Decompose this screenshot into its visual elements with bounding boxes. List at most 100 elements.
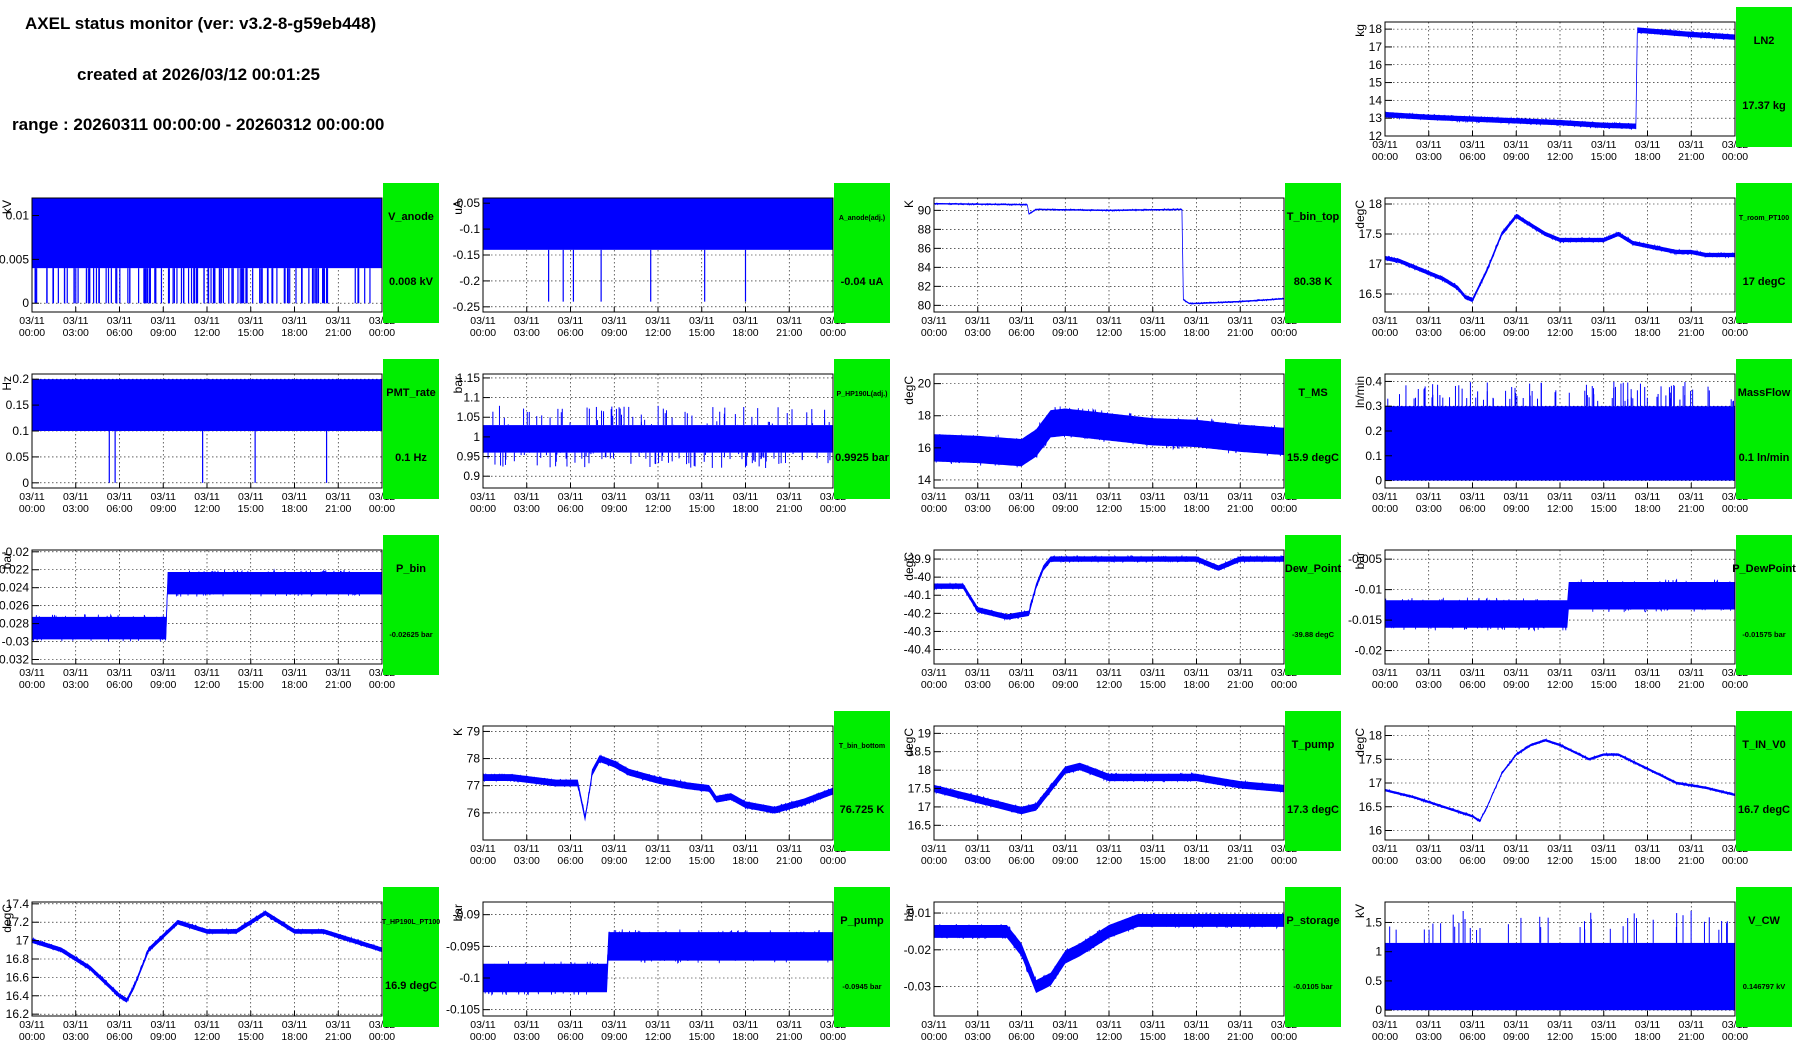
panel-v_anode: 00.0050.01kV03/1100:0003/1103:0003/1106:… — [0, 183, 439, 339]
x-tick-label: 03/11 — [602, 843, 628, 855]
y-tick-label: 79 — [467, 724, 481, 738]
x-tick-label: 03/11 — [282, 315, 308, 327]
y-axis-label: degC — [902, 552, 916, 581]
trace-p_hp190l — [483, 405, 833, 468]
data-line — [483, 754, 833, 819]
status-value: -0.04 uA — [841, 276, 884, 288]
y-tick-label: -0.095 — [446, 939, 480, 953]
y-tick-label: -0.15 — [453, 248, 481, 262]
x-tick-label: 03/11 — [1184, 315, 1210, 327]
panel-p_hp190l: 0.90.9511.051.11.15bar03/1100:0003/1103:… — [451, 359, 890, 515]
x-tick-label: 00:00 — [19, 679, 45, 691]
x-tick-label: 03/11 — [1140, 843, 1166, 855]
y-tick-label: 0 — [1375, 474, 1382, 488]
y-tick-label: 16.2 — [6, 1007, 30, 1021]
data-band — [1385, 582, 1735, 628]
y-tick-label: 16 — [1369, 58, 1383, 72]
x-tick-label: 03/11 — [965, 843, 991, 855]
x-tick-label: 21:00 — [776, 1031, 802, 1043]
y-tick-label: 82 — [918, 279, 932, 293]
x-tick-label: 03/11 — [470, 1019, 496, 1031]
y-tick-label: 0.005 — [0, 252, 29, 266]
y-tick-label: -0.2 — [459, 274, 480, 288]
x-tick-label: 03/11 — [1184, 491, 1210, 503]
data-band — [1385, 942, 1735, 1011]
x-tick-label: 03/11 — [238, 491, 264, 503]
x-tick-label: 21:00 — [1678, 855, 1704, 867]
x-tick-label: 00:00 — [369, 679, 395, 691]
x-tick-label: 03/11 — [1635, 1019, 1661, 1031]
x-tick-label: 03:00 — [1416, 679, 1442, 691]
x-tick-label: 03/11 — [1547, 491, 1573, 503]
x-tick-label: 03/11 — [602, 315, 628, 327]
x-tick-label: 03/11 — [1372, 491, 1398, 503]
status-value: -0.0945 bar — [842, 982, 881, 991]
x-tick-label: 03:00 — [514, 327, 540, 339]
x-tick-label: 03:00 — [965, 1031, 991, 1043]
x-tick-label: 03/11 — [1228, 667, 1254, 679]
x-tick-label: 03/11 — [777, 1019, 803, 1031]
x-tick-label: 06:00 — [106, 679, 132, 691]
x-tick-label: 03/11 — [921, 667, 947, 679]
x-tick-label: 03:00 — [1416, 503, 1442, 515]
y-tick-label: 17 — [1369, 257, 1383, 271]
x-tick-label: 18:00 — [1634, 327, 1660, 339]
x-tick-label: 03/11 — [151, 667, 177, 679]
y-tick-label: -0.02 — [1355, 644, 1383, 658]
x-tick-label: 03/11 — [326, 491, 352, 503]
x-tick-label: 03/11 — [1009, 667, 1035, 679]
data-line — [934, 406, 1284, 468]
y-tick-label: -0.03 — [2, 635, 30, 649]
x-tick-label: 09:00 — [1503, 679, 1529, 691]
y-tick-label: -0.105 — [446, 1003, 480, 1017]
x-tick-label: 06:00 — [106, 503, 132, 515]
x-tick-label: 12:00 — [194, 503, 220, 515]
status-value: 0.008 kV — [389, 276, 434, 288]
trace-t_bin_bottom — [483, 754, 833, 822]
status-box — [1285, 887, 1341, 1027]
y-axis-label: Hz — [0, 376, 14, 391]
x-tick-label: 03/11 — [1416, 667, 1442, 679]
x-tick-label: 00:00 — [1722, 327, 1748, 339]
trace-v_cw — [1385, 910, 1735, 1011]
x-tick-label: 03/11 — [689, 315, 715, 327]
x-tick-label: 03/11 — [1228, 491, 1254, 503]
x-tick-label: 09:00 — [601, 327, 627, 339]
y-tick-label: 16.5 — [908, 818, 932, 832]
y-tick-label: 1 — [1375, 945, 1382, 959]
trace-t_room_pt100 — [1385, 213, 1735, 303]
x-tick-label: 03/11 — [1053, 491, 1079, 503]
x-tick-label: 03/11 — [1504, 843, 1530, 855]
x-tick-label: 03/11 — [1635, 491, 1661, 503]
x-tick-label: 03/11 — [921, 1019, 947, 1031]
y-tick-label: 90 — [918, 203, 932, 217]
x-tick-label: 00:00 — [1271, 503, 1297, 515]
y-tick-label: 86 — [918, 241, 932, 255]
x-tick-label: 03:00 — [514, 1031, 540, 1043]
x-tick-label: 18:00 — [1183, 679, 1209, 691]
y-tick-label: -0.03 — [904, 980, 932, 994]
trace-p_pump — [483, 929, 833, 996]
x-tick-label: 09:00 — [1052, 503, 1078, 515]
data-line — [1385, 27, 1735, 131]
x-tick-label: 21:00 — [1227, 855, 1253, 867]
status-name: PMT_rate — [386, 387, 436, 399]
x-tick-label: 00:00 — [921, 679, 947, 691]
x-tick-label: 03/11 — [689, 1019, 715, 1031]
y-tick-label: -0.015 — [1348, 613, 1382, 627]
x-tick-label: 21:00 — [1678, 327, 1704, 339]
x-tick-label: 18:00 — [1634, 679, 1660, 691]
x-tick-label: 09:00 — [150, 503, 176, 515]
trace-t_pump — [934, 762, 1284, 815]
x-tick-label: 03/11 — [63, 667, 89, 679]
y-tick-label: 1.1 — [463, 391, 480, 405]
x-tick-label: 03/11 — [63, 491, 89, 503]
x-tick-label: 18:00 — [1183, 327, 1209, 339]
trace-ln2 — [1385, 27, 1735, 131]
x-tick-label: 03/11 — [1591, 315, 1617, 327]
status-box — [834, 887, 890, 1027]
x-tick-label: 00:00 — [369, 327, 395, 339]
x-tick-label: 00:00 — [1722, 503, 1748, 515]
x-tick-label: 03/11 — [282, 491, 308, 503]
x-tick-label: 00:00 — [820, 855, 846, 867]
